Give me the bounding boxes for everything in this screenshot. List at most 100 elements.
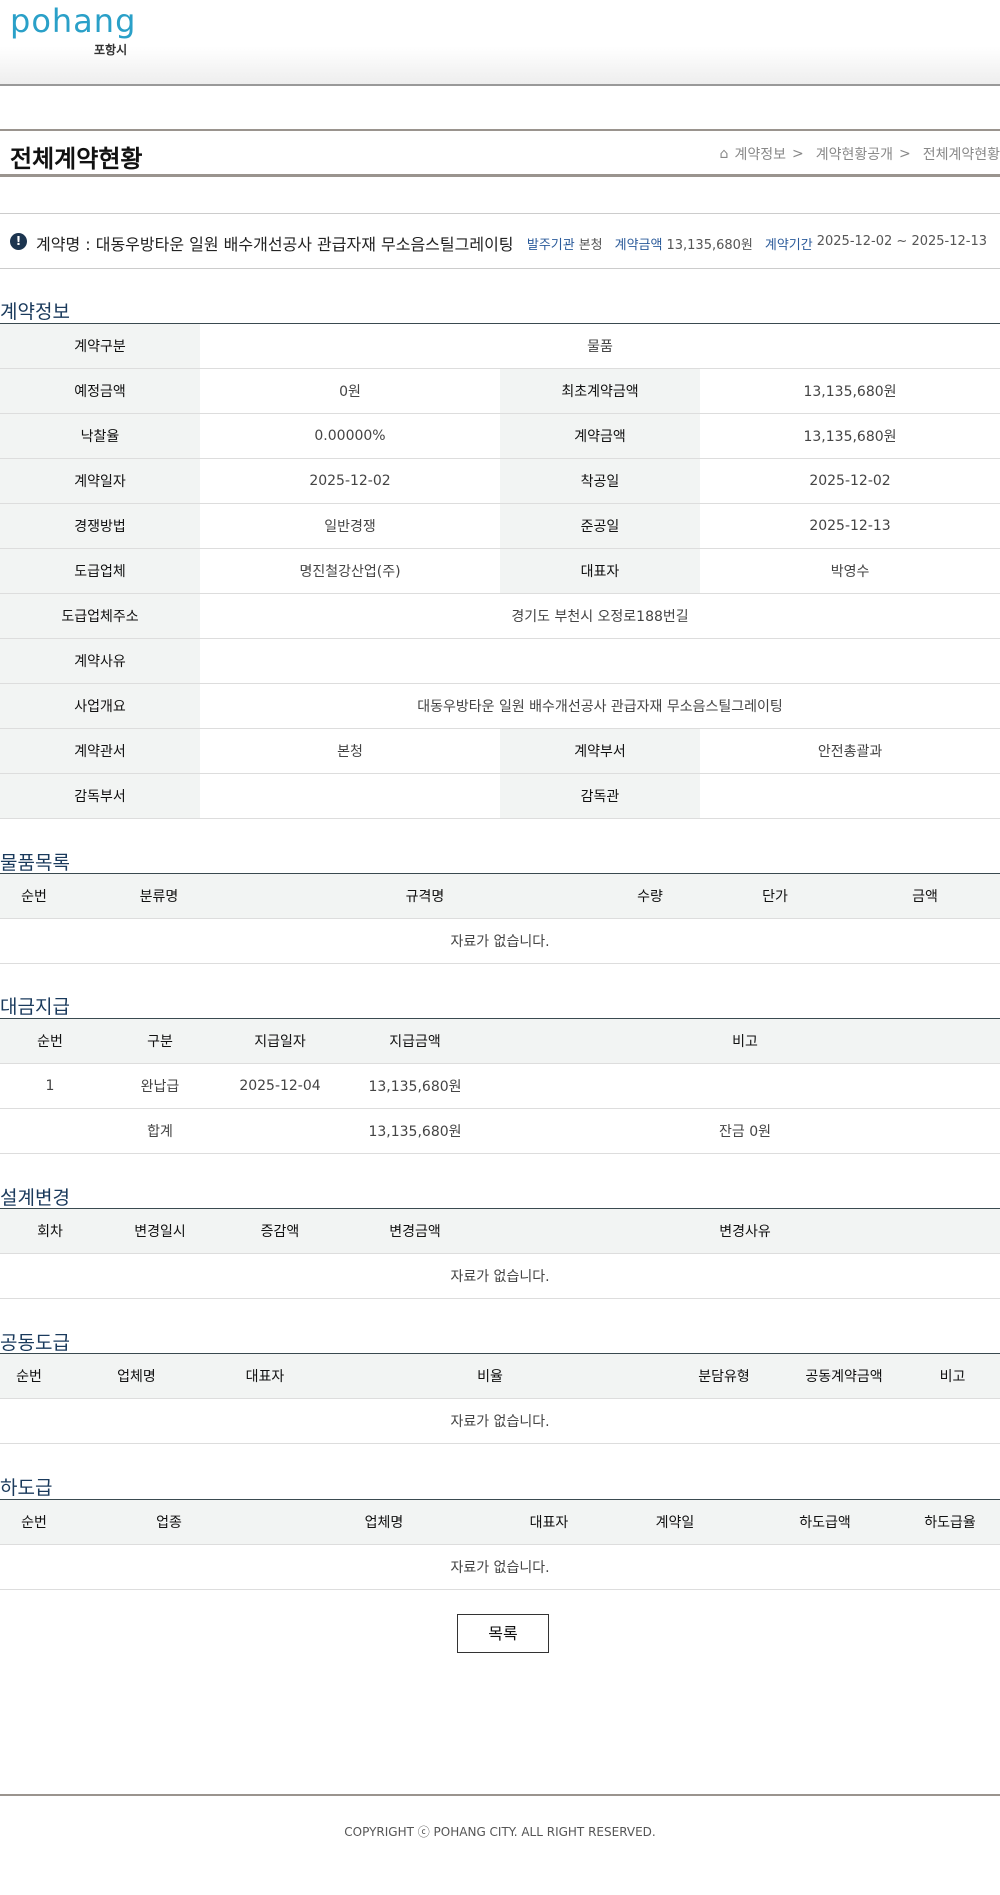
empty-message: 자료가 없습니다.: [0, 1398, 1000, 1444]
agency-label: 발주기관: [526, 238, 575, 253]
info-value: 경기도 부천시 오정로188번길: [200, 593, 1000, 639]
info-value: 0.00000%: [200, 413, 500, 459]
info-label: 최초계약금액: [500, 368, 700, 414]
column-header: 순번: [0, 1018, 100, 1064]
contract-info-table: 계약구분 물품 예정금액 0원 최초계약금액 13,135,680원 낙찰율 0.00000%…: [0, 323, 1000, 819]
info-row: 계약관서 본청 계약부서 안전총괄과: [0, 728, 1000, 774]
period-label: 계약기간: [764, 238, 813, 253]
amount-label: 계약금액: [614, 238, 663, 253]
table-row-empty: 자료가 없습니다.: [0, 1544, 1000, 1590]
logo-word: pohang: [10, 2, 137, 40]
column-header: 지급금액: [340, 1018, 490, 1064]
total-amount: 13,135,680원: [340, 1108, 490, 1154]
cell-no: 1: [0, 1063, 100, 1109]
total-label: 합계: [100, 1108, 220, 1154]
design-change-table: 회차 변경일시 증감액 변경금액 변경사유 자료가 없습니다.: [0, 1208, 1000, 1299]
column-header: 수량: [600, 873, 700, 919]
breadcrumb-separator: >: [791, 146, 804, 162]
column-header: 분담유형: [665, 1353, 783, 1399]
total-remark: 잔금 0원: [490, 1108, 1000, 1154]
info-value: [200, 773, 500, 819]
table-header-row: 순번 분류명 규격명 수량 단가 금액: [0, 873, 1000, 919]
column-header: 증감액: [220, 1208, 340, 1254]
info-row: 도급업체 명진철강산업(주) 대표자 박영수: [0, 548, 1000, 594]
cell-amount: 13,135,680원: [340, 1063, 490, 1109]
info-label: 낙찰율: [0, 413, 200, 459]
table-row: 1 완납급 2025-12-04 13,135,680원: [0, 1063, 1000, 1109]
info-value: 명진철강산업(주): [200, 548, 500, 594]
info-value: 2025-12-13: [700, 503, 1000, 549]
cell-empty: [220, 1108, 340, 1154]
pohang-logo[interactable]: pohang 포항시: [10, 2, 155, 58]
copyright: COPYRIGHT ⓒ POHANG CITY. ALL RIGHT RESER…: [344, 1825, 656, 1839]
info-label: 계약관서: [0, 728, 200, 774]
info-value: 0원: [200, 368, 500, 414]
home-icon[interactable]: ⌂: [719, 146, 729, 162]
payment-table: 순번 구분 지급일자 지급금액 비고 1 완납급 2025-12-04 13,135,6…: [0, 1018, 1000, 1154]
info-row: 예정금액 0원 최초계약금액 13,135,680원: [0, 368, 1000, 414]
subcontract-table: 순번 업종 업체명 대표자 계약일 하도급액 하도급율 자료가 없습니다.: [0, 1499, 1000, 1590]
table-header-row: 순번 구분 지급일자 지급금액 비고: [0, 1018, 1000, 1064]
column-header: 지급일자: [220, 1018, 340, 1064]
info-value: 13,135,680원: [700, 413, 1000, 459]
info-value: 일반경쟁: [200, 503, 500, 549]
section-title-subcontract: 하도급: [0, 1477, 53, 1499]
column-header: 업체명: [58, 1353, 215, 1399]
column-header: 업체명: [270, 1499, 498, 1545]
cell-type: 완납급: [100, 1063, 220, 1109]
section-title-contract-info: 계약정보: [0, 301, 70, 323]
agency-value: 본청: [578, 238, 603, 253]
empty-message: 자료가 없습니다.: [0, 1253, 1000, 1299]
info-label: 도급업체: [0, 548, 200, 594]
column-header: 비고: [490, 1018, 1000, 1064]
info-value: 안전총괄과: [700, 728, 1000, 774]
info-row: 도급업체주소 경기도 부천시 오정로188번길: [0, 593, 1000, 639]
page-title: 전체계약현황: [10, 145, 143, 173]
info-label: 감독부서: [0, 773, 200, 819]
cell-empty: [0, 1108, 100, 1154]
info-value: 2025-12-02: [700, 458, 1000, 504]
breadcrumb-item[interactable]: 전체계약현황: [922, 147, 1000, 163]
column-header: 비고: [905, 1353, 1000, 1399]
info-row: 낙찰율 0.00000% 계약금액 13,135,680원: [0, 413, 1000, 459]
empty-message: 자료가 없습니다.: [0, 1544, 1000, 1590]
section-title-design-change: 설계변경: [0, 1187, 70, 1209]
joint-contract-table: 순번 업체명 대표자 비율 분담유형 공동계약금액 비고 자료가 없습니다.: [0, 1353, 1000, 1444]
info-value: 물품: [200, 323, 1000, 369]
column-header: 회차: [0, 1208, 100, 1254]
info-label: 감독관: [500, 773, 700, 819]
column-header: 구분: [100, 1018, 220, 1064]
info-value: 박영수: [700, 548, 1000, 594]
table-header-row: 순번 업종 업체명 대표자 계약일 하도급액 하도급율: [0, 1499, 1000, 1545]
info-value: 13,135,680원: [700, 368, 1000, 414]
column-header: 순번: [0, 873, 68, 919]
info-label: 착공일: [500, 458, 700, 504]
breadcrumb-item[interactable]: 계약정보: [734, 147, 786, 163]
info-label: 대표자: [500, 548, 700, 594]
info-label: 경쟁방법: [0, 503, 200, 549]
column-header: 계약일: [600, 1499, 750, 1545]
column-header: 변경금액: [340, 1208, 490, 1254]
column-header: 금액: [850, 873, 1000, 919]
cell-date: 2025-12-04: [220, 1063, 340, 1109]
info-label: 사업개요: [0, 683, 200, 729]
contract-summary: ! 계약명 : 대동우방타운 일원 배수개선공사 관급자재 무소음스틸그레이팅 …: [0, 213, 1000, 269]
column-header: 공동계약금액: [783, 1353, 905, 1399]
column-header: 변경일시: [100, 1208, 220, 1254]
info-label: 준공일: [500, 503, 700, 549]
period-value: 2025-12-02 ~ 2025-12-13: [816, 234, 987, 249]
column-header: 업종: [68, 1499, 270, 1545]
site-header: pohang 포항시: [0, 0, 1000, 86]
breadcrumb: ⌂ 계약정보 > 계약현황공개 > 전체계약현황: [720, 144, 1000, 164]
goods-table: 순번 분류명 규격명 수량 단가 금액 자료가 없습니다.: [0, 873, 1000, 964]
list-button[interactable]: 목록: [457, 1614, 549, 1653]
contract-meta: 발주기관 본청 계약금액 13,135,680원 계약기간 2025-12-02…: [527, 234, 987, 253]
table-header-row: 회차 변경일시 증감액 변경금액 변경사유: [0, 1208, 1000, 1254]
breadcrumb-item[interactable]: 계약현황공개: [815, 147, 893, 163]
info-value: [700, 773, 1000, 819]
section-title-joint: 공동도급: [0, 1332, 70, 1354]
column-header: 규격명: [250, 873, 600, 919]
breadcrumb-separator: >: [898, 146, 911, 162]
exclamation-icon: !: [10, 233, 27, 250]
info-label: 계약구분: [0, 323, 200, 369]
